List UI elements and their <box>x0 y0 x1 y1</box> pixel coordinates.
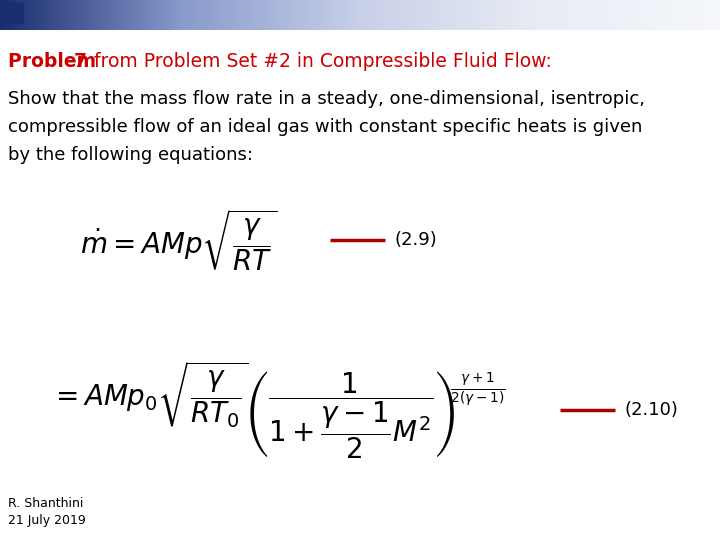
Text: Problem: Problem <box>8 52 103 71</box>
Text: 21 July 2019: 21 July 2019 <box>8 514 86 527</box>
Text: R. Shanthini: R. Shanthini <box>8 497 84 510</box>
Text: by the following equations:: by the following equations: <box>8 146 253 164</box>
Text: $\dot{m} = AMp\sqrt{\dfrac{\gamma}{RT}}$: $\dot{m} = AMp\sqrt{\dfrac{\gamma}{RT}}$ <box>80 207 277 273</box>
Text: (2.10): (2.10) <box>625 401 679 419</box>
Bar <box>5 3 23 23</box>
Text: from Problem Set #2 in Compressible Fluid Flow:: from Problem Set #2 in Compressible Flui… <box>88 52 552 71</box>
Text: 7: 7 <box>74 52 87 71</box>
Text: Show that the mass flow rate in a steady, one-dimensional, isentropic,: Show that the mass flow rate in a steady… <box>8 90 645 108</box>
Text: $= AMp_0\sqrt{\dfrac{\gamma}{RT_0}}\left(\dfrac{1}{1+\dfrac{\gamma-1}{2}M^2}\rig: $= AMp_0\sqrt{\dfrac{\gamma}{RT_0}}\left… <box>50 359 505 461</box>
Text: (2.9): (2.9) <box>395 231 438 249</box>
Text: compressible flow of an ideal gas with constant specific heats is given: compressible flow of an ideal gas with c… <box>8 118 642 136</box>
